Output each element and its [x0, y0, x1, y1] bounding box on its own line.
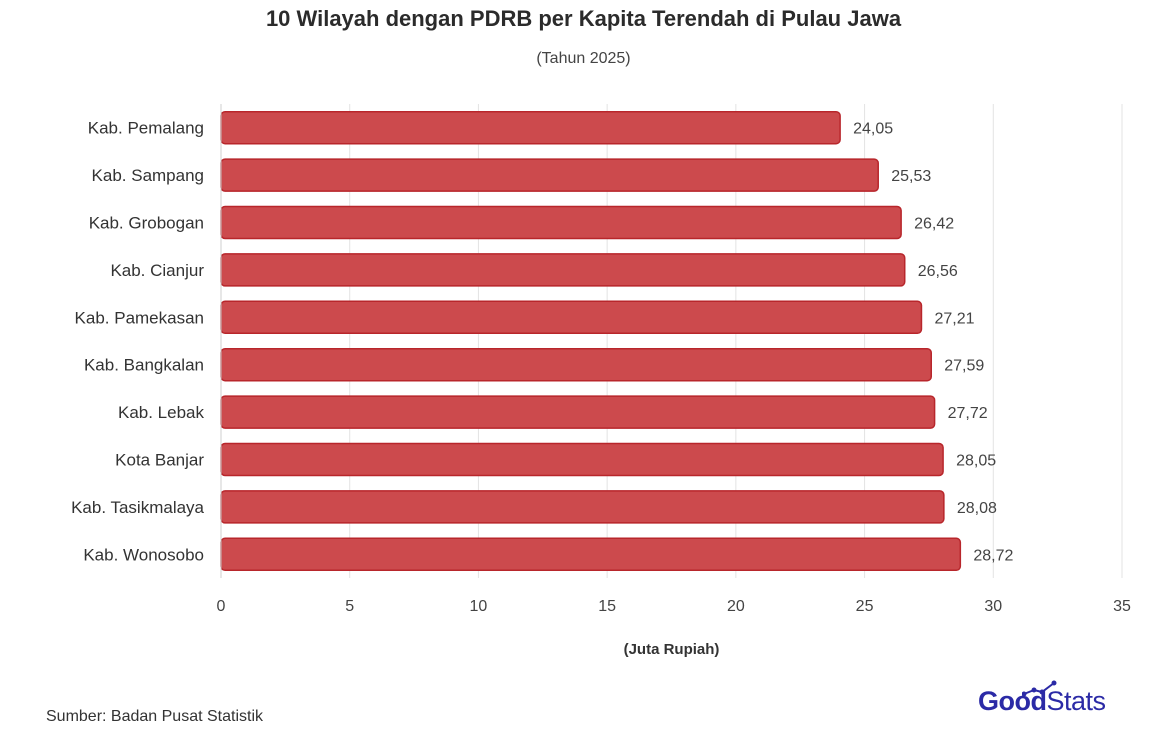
- logo-stats-text: Stats: [1046, 686, 1106, 716]
- bar: [220, 537, 962, 572]
- data-label: 26,56: [918, 263, 958, 280]
- data-label: 27,72: [948, 405, 988, 422]
- x-tick-label: 15: [598, 598, 616, 615]
- x-tick-label: 10: [470, 598, 488, 615]
- data-label: 28,72: [973, 547, 1013, 564]
- category-label: Kab. Grobogan: [89, 214, 204, 233]
- bar: [220, 442, 944, 477]
- data-label: 26,42: [914, 216, 954, 233]
- bar: [220, 490, 945, 524]
- data-label: 28,05: [956, 453, 996, 470]
- x-tick-label: 5: [345, 598, 354, 615]
- bar: [220, 300, 923, 335]
- bar-chart: 0 5 10 15 20 25 30 35 (Juta Rupiah) Kab. Pemalang…: [71, 104, 1131, 658]
- x-axis-label: (Juta Rupiah): [624, 641, 720, 658]
- data-label: 28,08: [957, 500, 997, 517]
- category-label: Kab. Cianjur: [110, 261, 204, 280]
- bar: [220, 110, 841, 145]
- category-label: Kab. Bangkalan: [84, 356, 204, 375]
- x-tick-label: 20: [727, 598, 745, 615]
- category-label: Kab. Sampang: [92, 166, 204, 185]
- bar: [220, 205, 902, 240]
- x-tick-label: 35: [1113, 598, 1131, 615]
- x-tick-label: 0: [217, 598, 226, 615]
- bar: [220, 158, 879, 192]
- data-label: 27,59: [944, 358, 984, 375]
- category-label: Kab. Wonosobo: [83, 545, 204, 564]
- x-tick-label: 30: [984, 598, 1002, 615]
- category-label: Kab. Lebak: [118, 403, 205, 422]
- bar: [220, 253, 906, 287]
- chart-subtitle: (Tahun 2025): [536, 50, 631, 67]
- trend-line-icon: [1022, 680, 1057, 697]
- x-tick-label: 25: [856, 598, 874, 615]
- data-label: 24,05: [853, 121, 893, 138]
- category-label: Kab. Tasikmalaya: [71, 498, 204, 517]
- bar: [220, 347, 932, 382]
- goodstats-logo: GoodStats: [978, 680, 1106, 717]
- data-label: 25,53: [891, 168, 931, 185]
- category-label: Kota Banjar: [115, 451, 204, 470]
- category-label: Kab. Pemalang: [88, 119, 204, 138]
- bar: [220, 395, 936, 429]
- data-label: 27,21: [934, 310, 974, 327]
- source-note: Sumber: Badan Pusat Statistik: [46, 708, 263, 725]
- category-label: Kab. Pamekasan: [75, 308, 204, 327]
- chart-title: 10 Wilayah dengan PDRB per Kapita Terend…: [265, 6, 902, 31]
